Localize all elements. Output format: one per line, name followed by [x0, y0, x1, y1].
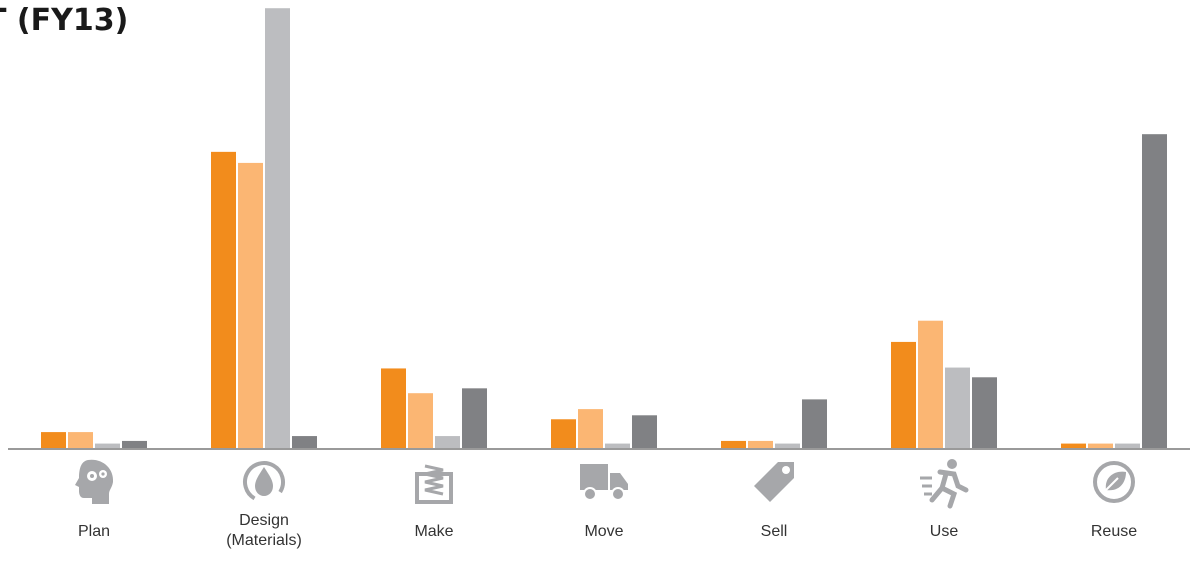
bar-running-person-s3 — [945, 367, 970, 448]
category-label-6: Reuse — [1091, 523, 1137, 540]
bar-water-drop-s4 — [292, 436, 317, 448]
bar-water-drop-s1 — [211, 151, 236, 449]
bar-price-tag-s4 — [802, 399, 827, 448]
bar-water-drop-s3 — [265, 8, 290, 449]
bars-group — [41, 8, 1167, 449]
category-labels: Plan Design (Materials) Make Move Sell Use Reus… — [78, 512, 1137, 549]
truck-icon — [580, 464, 628, 501]
category-label-0: Plan — [78, 523, 110, 540]
bar-truck-s2 — [578, 409, 603, 448]
bar-recycle-leaf-s2 — [1088, 443, 1113, 448]
bar-head-gears-s4 — [122, 440, 147, 448]
category-label-5: Use — [930, 523, 959, 540]
category-label-1: Design (Materials) — [226, 512, 302, 549]
bar-truck-s4 — [632, 415, 657, 448]
spring-box-icon — [415, 464, 453, 504]
bar-running-person-s1 — [891, 341, 916, 448]
bar-spring-box-s4 — [462, 388, 487, 448]
water-drop-icon — [243, 461, 285, 503]
price-tag-icon — [754, 462, 794, 502]
recycle-leaf-icon — [1093, 461, 1135, 503]
bar-running-person-s2 — [918, 320, 943, 448]
bar-head-gears-s2 — [68, 432, 93, 448]
chart-title: T (FY13) — [0, 3, 128, 38]
bar-head-gears-s3 — [95, 443, 120, 448]
bar-head-gears-s1 — [41, 432, 66, 448]
bar-spring-box-s3 — [435, 436, 460, 448]
category-label-3: Move — [584, 523, 623, 540]
bar-price-tag-s3 — [775, 443, 800, 448]
bar-running-person-s4 — [972, 377, 997, 448]
category-label-4: Sell — [761, 523, 788, 540]
bar-recycle-leaf-s4 — [1142, 134, 1167, 448]
bar-spring-box-s2 — [408, 393, 433, 448]
bar-spring-box-s1 — [381, 368, 406, 448]
bar-truck-s3 — [605, 443, 630, 448]
running-person-icon — [920, 459, 969, 509]
bar-truck-s1 — [551, 419, 576, 448]
bar-recycle-leaf-s1 — [1061, 443, 1086, 448]
category-icons — [75, 459, 1135, 509]
bar-price-tag-s1 — [721, 440, 746, 448]
bar-water-drop-s2 — [238, 162, 263, 448]
category-label-2: Make — [414, 523, 453, 540]
bar-price-tag-s2 — [748, 440, 773, 448]
head-gears-icon — [75, 459, 114, 504]
bar-recycle-leaf-s3 — [1115, 443, 1140, 448]
